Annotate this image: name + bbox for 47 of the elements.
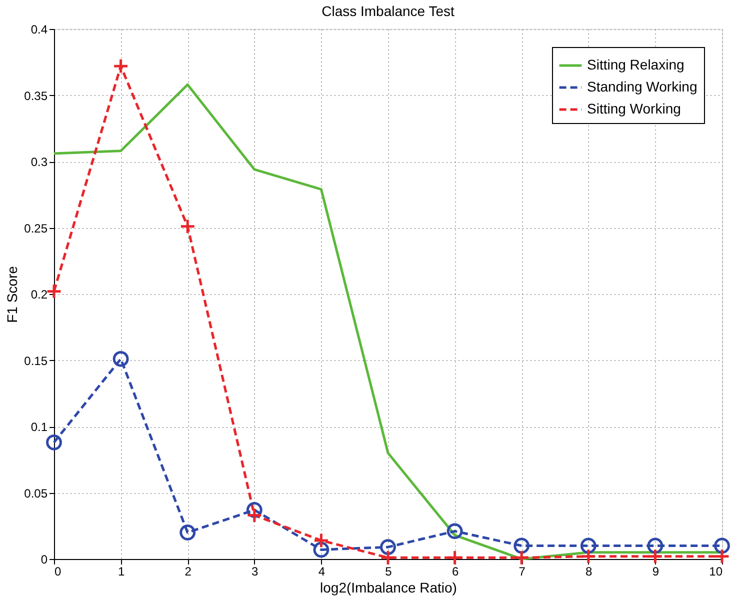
point — [180, 524, 196, 540]
y-axis-title: F1 Score — [4, 266, 20, 323]
point — [46, 434, 62, 450]
y-tick-label: 0 — [40, 552, 48, 566]
point — [112, 58, 129, 74]
x-tick-label: 4 — [318, 564, 326, 578]
point — [580, 538, 596, 554]
x-tick-label: 1 — [118, 564, 125, 578]
x-tick-label: 8 — [586, 564, 593, 578]
y-tick-label: 0.25 — [24, 221, 48, 236]
legend-label: Sitting Working — [587, 100, 681, 116]
point — [313, 532, 330, 548]
y-tick-label: 0.05 — [24, 486, 48, 500]
point — [380, 539, 396, 556]
point — [514, 538, 530, 554]
point — [647, 548, 664, 564]
y-tick-label: 0.1 — [30, 420, 48, 434]
y-tick-label: 0.4 — [30, 22, 48, 36]
x-tick-label: 6 — [452, 564, 459, 578]
y-tick-label: 0.15 — [24, 354, 48, 368]
point — [647, 538, 664, 554]
point — [112, 350, 129, 367]
point — [580, 548, 596, 564]
x-tick-label: 10 — [709, 564, 723, 578]
x-tick-label: 3 — [252, 564, 259, 578]
point — [446, 523, 463, 540]
legend-label: Sitting Relaxing — [587, 56, 684, 72]
y-tick-label: 0.35 — [24, 88, 48, 103]
x-tick-label: 2 — [184, 564, 192, 578]
point — [380, 550, 396, 566]
point — [446, 550, 463, 566]
point — [313, 542, 330, 558]
x-tick-label: 5 — [385, 564, 392, 578]
point — [714, 548, 730, 564]
x-tick-label: 9 — [652, 564, 660, 578]
y-tick-label: 0.3 — [30, 155, 48, 169]
legend-label: Standing Working — [587, 78, 698, 94]
y-tick-label: 0.2 — [30, 288, 48, 302]
chart-title: Class Imbalance Test — [322, 3, 455, 19]
x-axis-title: log2(Imbalance Ratio) — [320, 580, 457, 596]
x-tick-label: 7 — [518, 564, 526, 578]
point — [514, 550, 530, 566]
point — [714, 538, 730, 554]
point — [180, 218, 196, 234]
point — [246, 507, 262, 524]
x-tick-label: 0 — [54, 564, 62, 578]
point — [46, 283, 62, 300]
